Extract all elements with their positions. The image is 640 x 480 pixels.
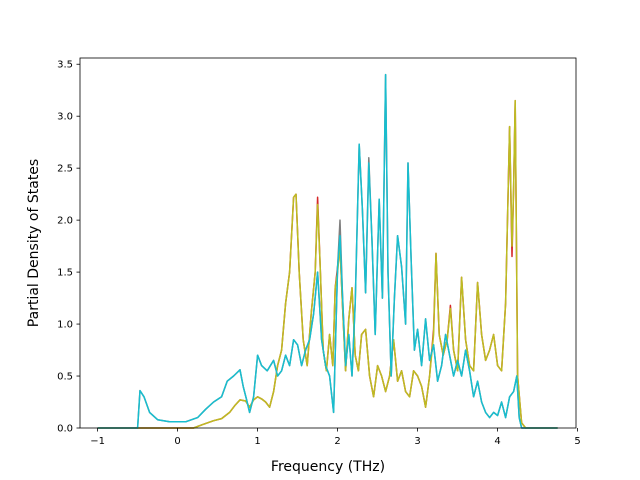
y-tick-label: 0.5	[57, 372, 73, 383]
x-tick-label: −1	[90, 436, 105, 447]
series-layer	[97, 73, 558, 429]
series-line-2	[97, 73, 558, 429]
x-tick-label: 4	[494, 436, 500, 447]
x-tick-label: 1	[254, 436, 260, 447]
series-line-1	[97, 99, 558, 429]
series-line-4	[97, 73, 558, 429]
y-axis-title: Partial Density of States	[26, 159, 42, 327]
series-line-3	[97, 99, 558, 429]
x-tick-label: 5	[574, 436, 580, 447]
y-tick-label: 0.0	[57, 424, 73, 435]
y-tick-label: 3.5	[57, 60, 73, 71]
y-axis: 0.0 0.5 1.0 1.5 2.0 2.5 3.0 3.5	[57, 60, 80, 435]
x-axis: −1 0 1 2 3 4 5	[90, 428, 581, 447]
x-tick-label: 3	[414, 436, 420, 447]
y-tick-label: 3.0	[57, 112, 73, 123]
plot-frame	[79, 57, 577, 429]
y-tick-label: 1.0	[57, 320, 73, 331]
y-tick-label: 2.5	[57, 164, 73, 175]
x-tick-label: 2	[334, 436, 340, 447]
y-tick-label: 1.5	[57, 268, 73, 279]
x-axis-title: Frequency (THz)	[271, 459, 385, 475]
y-tick-label: 2.0	[57, 216, 73, 227]
x-tick-label: 0	[174, 436, 180, 447]
